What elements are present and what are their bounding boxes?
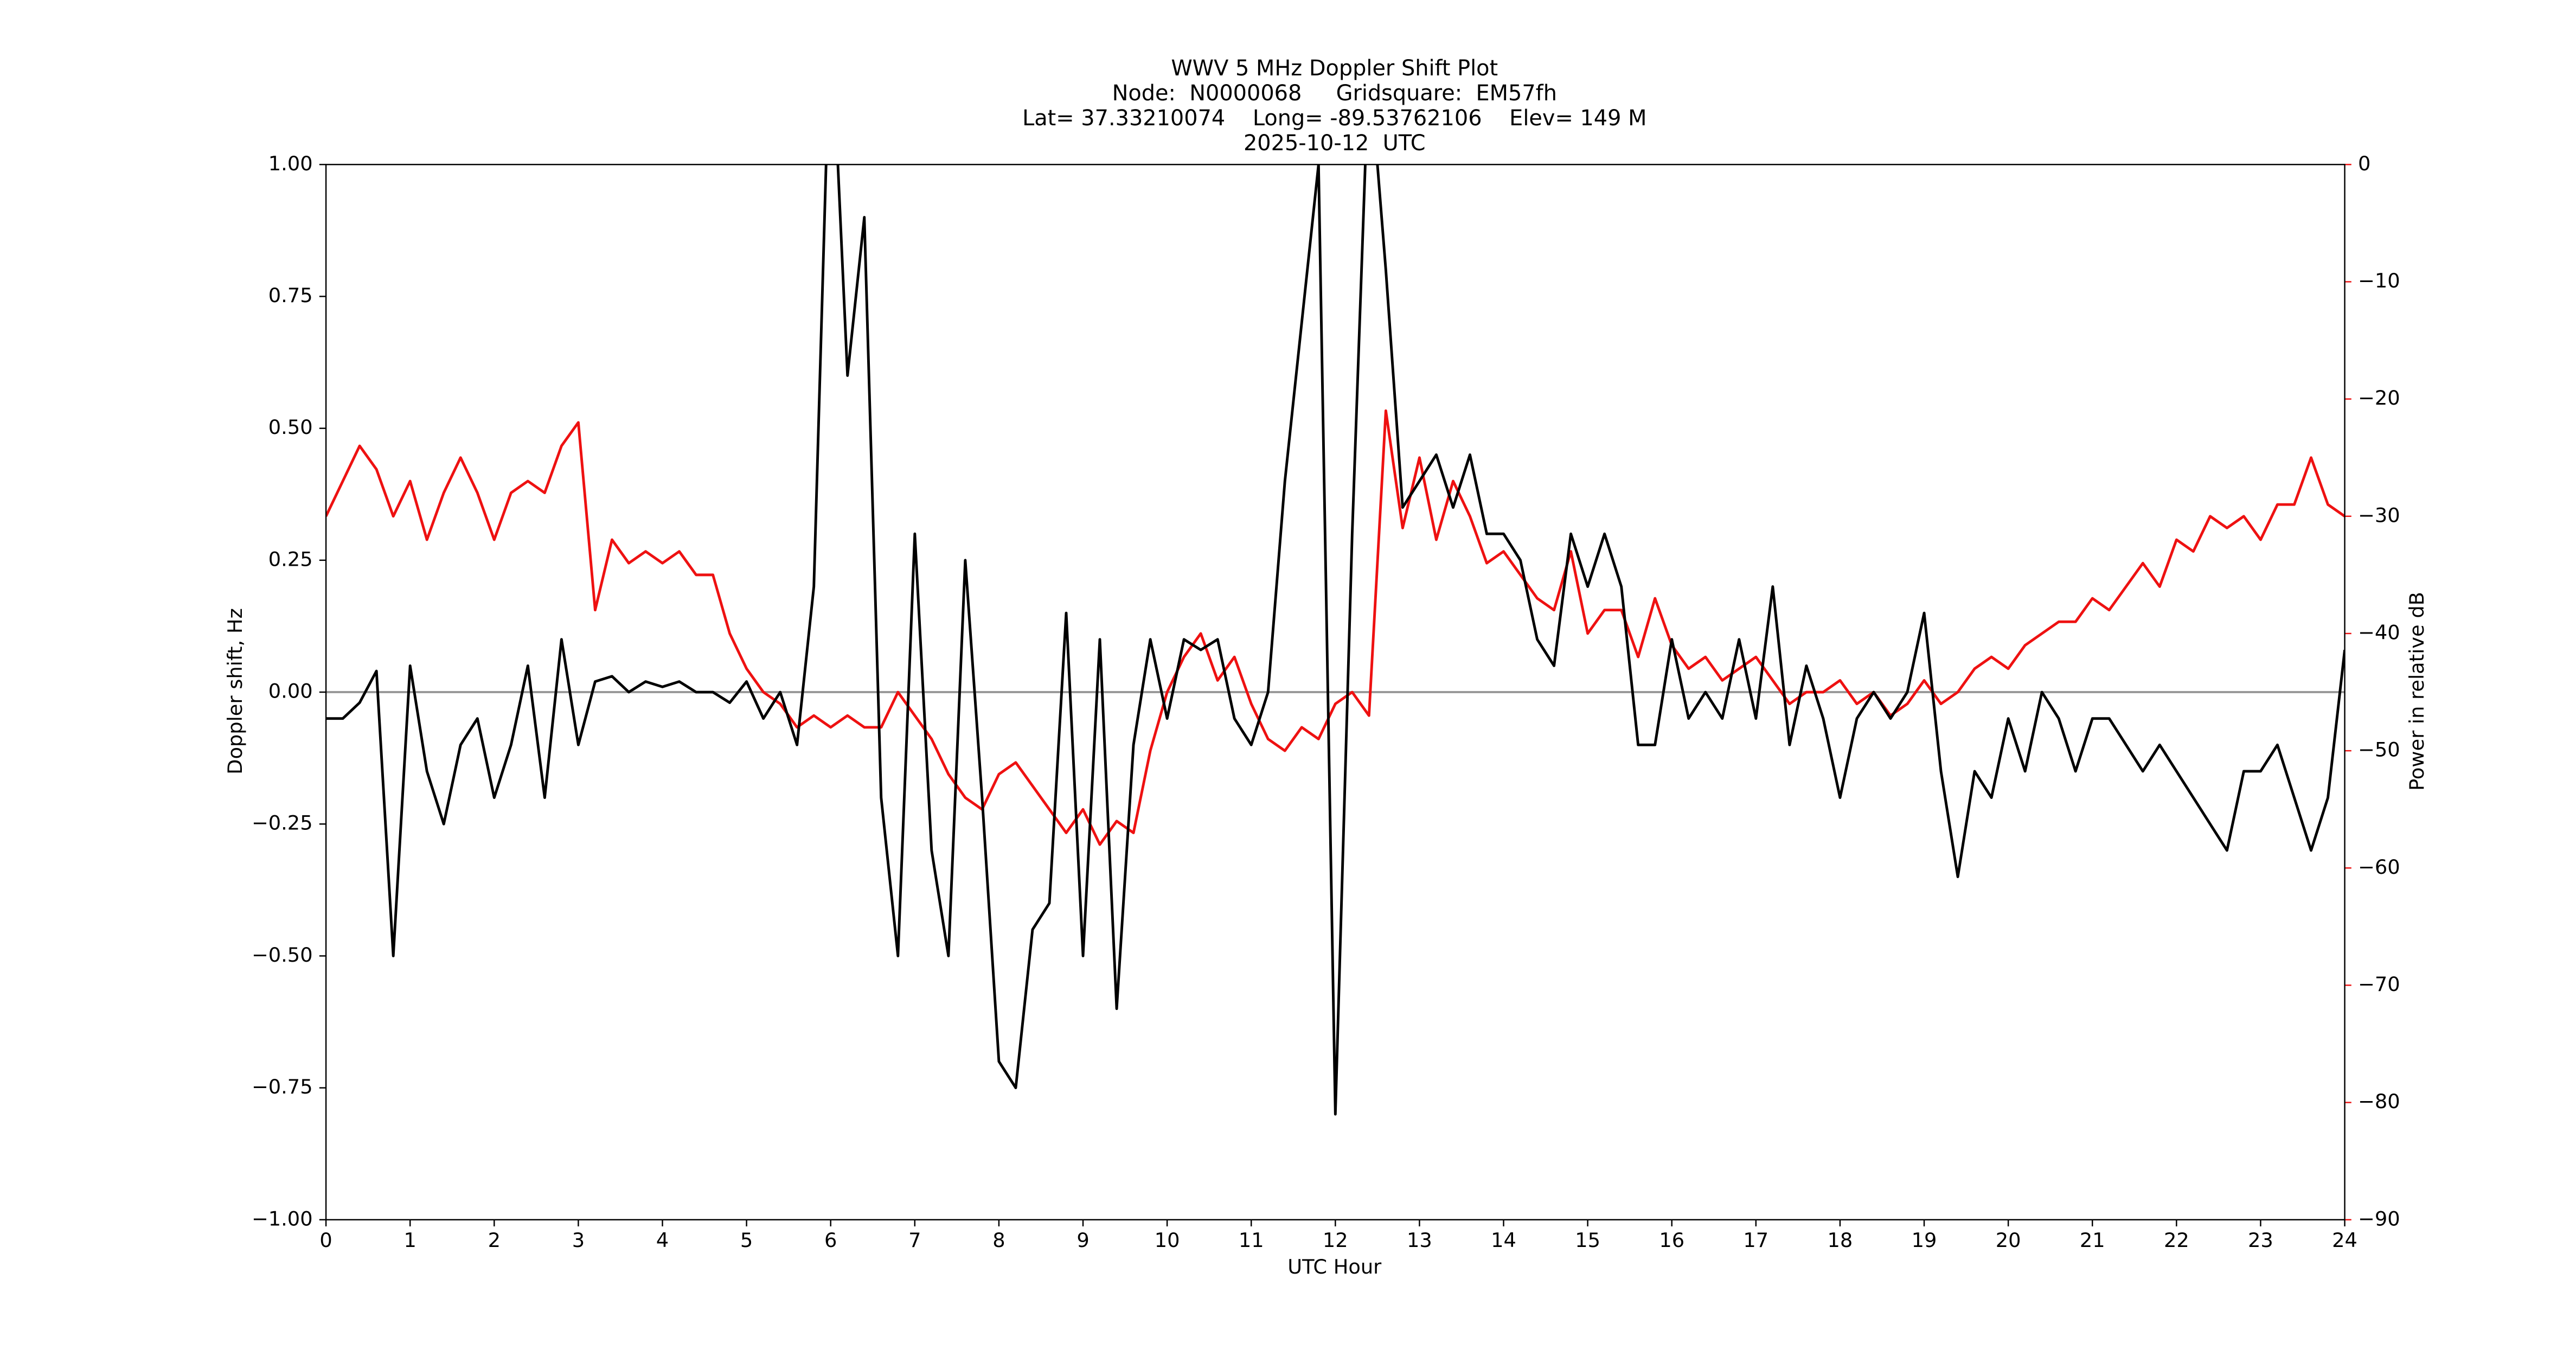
y2-tick-label: −20 [2358, 386, 2400, 410]
y-tick-label: −0.75 [252, 1075, 313, 1098]
x-tick-label: 5 [740, 1229, 753, 1252]
plot-area [326, 164, 2345, 1116]
plot-frame [325, 164, 2346, 1220]
y2-tick-label: −10 [2358, 269, 2400, 292]
x-tick-label: 18 [1828, 1229, 1853, 1252]
x-tick-label: 15 [1575, 1229, 1600, 1252]
x-tick-label: 3 [572, 1229, 585, 1252]
x-tick-label: 12 [1323, 1229, 1348, 1252]
x-tick-label: 10 [1155, 1229, 1180, 1252]
y2-tick-label: 0 [2358, 152, 2370, 175]
x-tick-label: 7 [908, 1229, 921, 1252]
y2-axis-label: Power in relative dB [2405, 592, 2428, 791]
y-tick-label: 0.50 [268, 415, 313, 439]
chart-title: WWV 5 MHz Doppler Shift Plot [1171, 56, 1498, 81]
y-tick-label: −0.25 [252, 811, 313, 835]
x-tick-label: 19 [1912, 1229, 1937, 1252]
x-tick-label: 0 [319, 1229, 332, 1252]
y2-tick-label: −70 [2358, 973, 2400, 996]
x-tick-label: 11 [1239, 1229, 1264, 1252]
x-tick-label: 16 [1659, 1229, 1684, 1252]
y-tick-label: 0.75 [268, 284, 313, 307]
y2-tick-label: −90 [2358, 1207, 2400, 1230]
x-tick-label: 23 [2248, 1229, 2273, 1252]
x-tick-label: 21 [2080, 1229, 2105, 1252]
x-tick-label: 8 [992, 1229, 1005, 1252]
x-tick-label: 22 [2164, 1229, 2189, 1252]
y2-tick-label: −50 [2358, 738, 2400, 762]
y-tick-label: −0.50 [252, 943, 313, 967]
chart-subtitle: Lat= 37.33210074 Long= -89.53762106 Elev… [1022, 106, 1646, 131]
y-tick-label: 0.00 [268, 680, 313, 703]
x-tick-label: 2 [488, 1229, 501, 1252]
x-axis-label: UTC Hour [1287, 1255, 1382, 1278]
x-tick-label: 24 [2332, 1229, 2357, 1252]
y2-tick-label: −80 [2358, 1090, 2400, 1113]
x-tick-label: 20 [1996, 1229, 2021, 1252]
data-line [326, 164, 2345, 1116]
chart-subtitle: 2025-10-12 UTC [1244, 131, 1426, 156]
x-tick-label: 4 [656, 1229, 669, 1252]
x-tick-label: 17 [1743, 1229, 1768, 1252]
x-tick-label: 6 [824, 1229, 837, 1252]
y2-tick-label: −60 [2358, 855, 2400, 879]
y2-tick-label: −40 [2358, 621, 2400, 644]
data-line [326, 409, 2345, 846]
x-tick-label: 9 [1076, 1229, 1089, 1252]
x-tick-label: 1 [404, 1229, 416, 1252]
x-tick-label: 13 [1407, 1229, 1432, 1252]
y-tick-label: 1.00 [268, 152, 313, 175]
chart-subtitle: Node: N0000068 Gridsquare: EM57fh [1112, 81, 1557, 106]
y-tick-label: 0.25 [268, 547, 313, 571]
y-tick-label: −1.00 [252, 1207, 313, 1230]
y2-tick-label: −30 [2358, 503, 2400, 527]
y-axis-label: Doppler shift, Hz [223, 608, 247, 775]
x-tick-label: 14 [1491, 1229, 1516, 1252]
